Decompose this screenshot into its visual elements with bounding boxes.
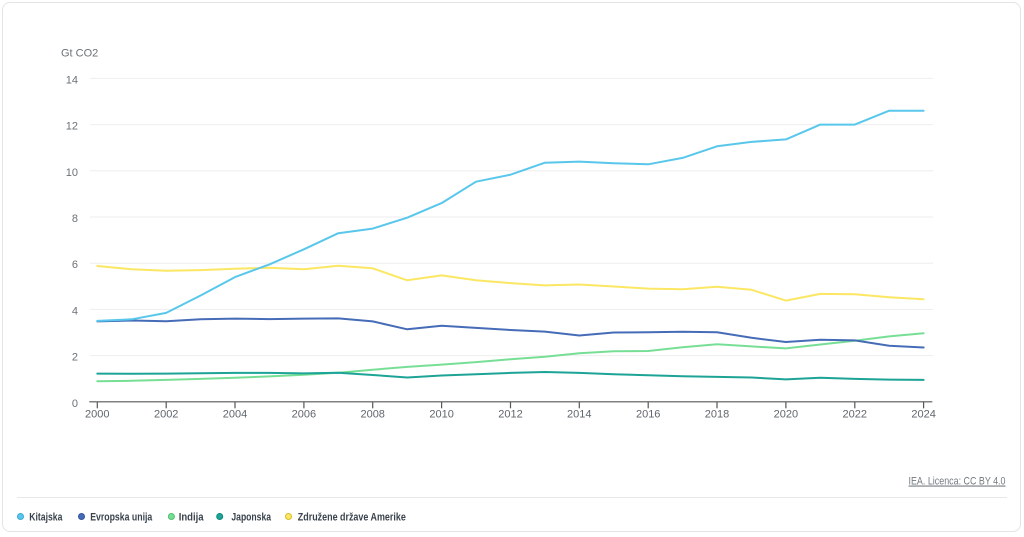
svg-text:Kitajska: Kitajska [29,512,63,524]
svg-text:10: 10 [66,167,78,179]
svg-text:12: 12 [66,121,78,133]
svg-text:Evropska unija: Evropska unija [90,512,153,524]
svg-text:2016: 2016 [636,408,660,420]
svg-text:8: 8 [72,213,78,225]
svg-text:2012: 2012 [498,408,522,420]
svg-text:2008: 2008 [360,408,384,420]
svg-text:Gt CO2: Gt CO2 [61,48,98,60]
svg-text:2020: 2020 [774,408,798,420]
svg-text:2024: 2024 [911,408,935,420]
svg-text:4: 4 [72,305,78,317]
svg-text:2018: 2018 [705,408,729,420]
svg-text:14: 14 [66,74,78,86]
svg-text:Japonska: Japonska [231,512,271,524]
svg-text:6: 6 [72,259,78,271]
svg-text:IEA. Licenca: CC BY 4.0: IEA. Licenca: CC BY 4.0 [909,476,1006,488]
svg-text:2000: 2000 [85,408,109,420]
svg-text:2002: 2002 [154,408,178,420]
svg-text:2022: 2022 [843,408,867,420]
svg-text:Združene države Amerike: Združene države Amerike [298,512,406,524]
svg-text:Indija: Indija [179,512,205,524]
svg-text:2006: 2006 [292,408,316,420]
svg-text:2010: 2010 [429,408,453,420]
svg-text:2: 2 [72,352,78,364]
svg-text:2014: 2014 [567,408,591,420]
svg-text:2004: 2004 [223,408,247,420]
svg-text:0: 0 [72,398,78,410]
